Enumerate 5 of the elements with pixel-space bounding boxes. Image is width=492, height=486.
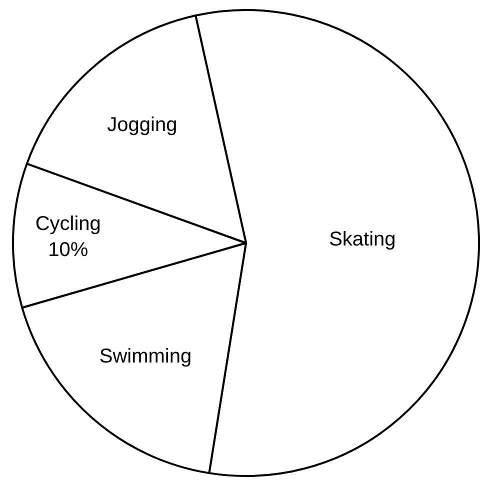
slice-label: Jogging	[107, 114, 178, 136]
slice-label: Cycling	[35, 213, 101, 236]
slice-label: Swimming	[99, 346, 192, 368]
data-label: 10%	[48, 239, 88, 262]
slice-label: Skating	[329, 228, 396, 251]
